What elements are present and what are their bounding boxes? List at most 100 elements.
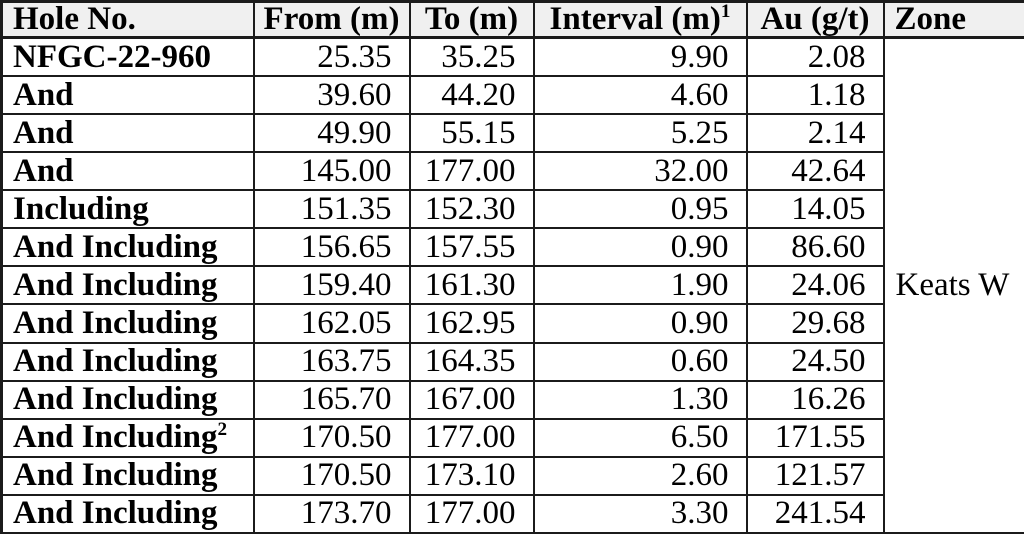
to-cell: 55.15	[408, 113, 535, 154]
table-row: And Including 159.40 161.30 1.90 24.06	[0, 265, 1024, 306]
to-cell: 152.30	[408, 189, 535, 230]
interval-cell: 4.60	[532, 75, 748, 116]
from-cell: 165.70	[252, 379, 411, 420]
interval-cell: 3.30	[532, 493, 748, 534]
hole-label: And Including	[13, 304, 218, 341]
au-cell: 86.60	[745, 227, 885, 268]
au-cell: 2.14	[745, 113, 885, 154]
hole-label: And Including	[13, 495, 218, 532]
interval-cell: 1.30	[532, 379, 748, 420]
hole-label-cell: And Including	[0, 265, 255, 306]
from-cell: 170.50	[252, 455, 411, 496]
table-header-row: Hole No. From (m) To (m) Interval (m)1 A…	[0, 0, 1024, 39]
header-from: From (m)	[252, 0, 411, 39]
hole-label: NFGC-22-960	[13, 38, 211, 75]
to-cell: 177.00	[408, 493, 535, 534]
to-cell: 173.10	[408, 455, 535, 496]
header-au: Au (g/t)	[745, 0, 885, 39]
hole-label-cell: And Including	[0, 227, 255, 268]
table-row: And Including 165.70 167.00 1.30 16.26	[0, 379, 1024, 420]
interval-cell: 0.90	[532, 303, 748, 344]
hole-label-cell: And	[0, 151, 255, 192]
to-cell: 177.00	[408, 417, 535, 458]
interval-cell: 32.00	[532, 151, 748, 192]
hole-label: And	[13, 76, 74, 113]
au-cell: 241.54	[745, 493, 885, 534]
hole-label-cell: And Including	[0, 455, 255, 496]
au-cell: 29.68	[745, 303, 885, 344]
hole-label-sup: 2	[217, 419, 228, 441]
hole-label-cell: And	[0, 75, 255, 116]
hole-label-cell: Including	[0, 189, 255, 230]
from-cell: 162.05	[252, 303, 411, 344]
hole-label: And Including	[13, 381, 218, 418]
au-cell: 14.05	[745, 189, 885, 230]
au-cell: 121.57	[745, 455, 885, 496]
header-au-label: Au (g/t)	[760, 1, 870, 37]
from-cell: 25.35	[252, 36, 411, 78]
from-cell: 163.75	[252, 341, 411, 382]
hole-label-cell: And Including	[0, 493, 255, 534]
header-zone: Zone	[882, 0, 1024, 39]
table-row: Including 151.35 152.30 0.95 14.05	[0, 189, 1024, 230]
interval-cell: 9.90	[532, 36, 748, 78]
table-row: And Including 162.05 162.95 0.90 29.68	[0, 303, 1024, 344]
hole-label-cell: NFGC-22-960	[0, 36, 255, 78]
au-cell: 24.06	[745, 265, 885, 306]
table-row: And Including 163.75 164.35 0.60 24.50	[0, 341, 1024, 382]
hole-label: And Including	[13, 419, 218, 456]
to-cell: 35.25	[408, 36, 535, 78]
hole-label-cell: And Including	[0, 303, 255, 344]
to-cell: 167.00	[408, 379, 535, 420]
table-row: And 39.60 44.20 4.60 1.18	[0, 75, 1024, 116]
hole-label: And Including	[13, 343, 218, 380]
au-cell: 42.64	[745, 151, 885, 192]
table-row: And 49.90 55.15 5.25 2.14	[0, 113, 1024, 154]
table-row: And Including2 170.50 177.00 6.50 171.55	[0, 417, 1024, 458]
from-cell: 170.50	[252, 417, 411, 458]
table-row: And Including 156.65 157.55 0.90 86.60	[0, 227, 1024, 268]
from-cell: 151.35	[252, 189, 411, 230]
hole-label: And Including	[13, 457, 218, 494]
hole-label: And	[13, 152, 74, 189]
hole-label-cell: And	[0, 113, 255, 154]
from-cell: 39.60	[252, 75, 411, 116]
header-interval-label: Interval (m)	[549, 1, 721, 37]
hole-label-cell: And Including	[0, 341, 255, 382]
au-cell: 16.26	[745, 379, 885, 420]
from-cell: 49.90	[252, 113, 411, 154]
zone-cell: Keats W	[882, 36, 1024, 534]
table-row: And 145.00 177.00 32.00 42.64	[0, 151, 1024, 192]
from-cell: 173.70	[252, 493, 411, 534]
interval-cell: 0.95	[532, 189, 748, 230]
interval-cell: 5.25	[532, 113, 748, 154]
interval-cell: 0.90	[532, 227, 748, 268]
au-cell: 1.18	[745, 75, 885, 116]
header-from-label: From (m)	[263, 1, 400, 37]
au-cell: 24.50	[745, 341, 885, 382]
header-zone-label: Zone	[894, 1, 967, 37]
interval-cell: 1.90	[532, 265, 748, 306]
interval-cell: 6.50	[532, 417, 748, 458]
header-hole-no-label: Hole No.	[13, 1, 136, 37]
header-interval: Interval (m)1	[532, 0, 748, 39]
to-cell: 44.20	[408, 75, 535, 116]
from-cell: 156.65	[252, 227, 411, 268]
hole-label: Including	[13, 190, 149, 227]
interval-cell: 2.60	[532, 455, 748, 496]
table-row: NFGC-22-960 25.35 35.25 9.90 2.08 Keats …	[0, 36, 1024, 534]
to-cell: 164.35	[408, 341, 535, 382]
header-to: To (m)	[408, 0, 535, 39]
interval-cell: 0.60	[532, 341, 748, 382]
hole-label-cell: And Including	[0, 379, 255, 420]
hole-label: And	[13, 114, 74, 151]
header-to-label: To (m)	[424, 1, 519, 37]
header-interval-sup: 1	[720, 1, 731, 22]
to-cell: 162.95	[408, 303, 535, 344]
hole-label: And Including	[13, 228, 218, 265]
from-cell: 159.40	[252, 265, 411, 306]
au-cell: 171.55	[745, 417, 885, 458]
to-cell: 157.55	[408, 227, 535, 268]
hole-label: And Including	[13, 266, 218, 303]
table-row: And Including 173.70 177.00 3.30 241.54	[0, 493, 1024, 534]
